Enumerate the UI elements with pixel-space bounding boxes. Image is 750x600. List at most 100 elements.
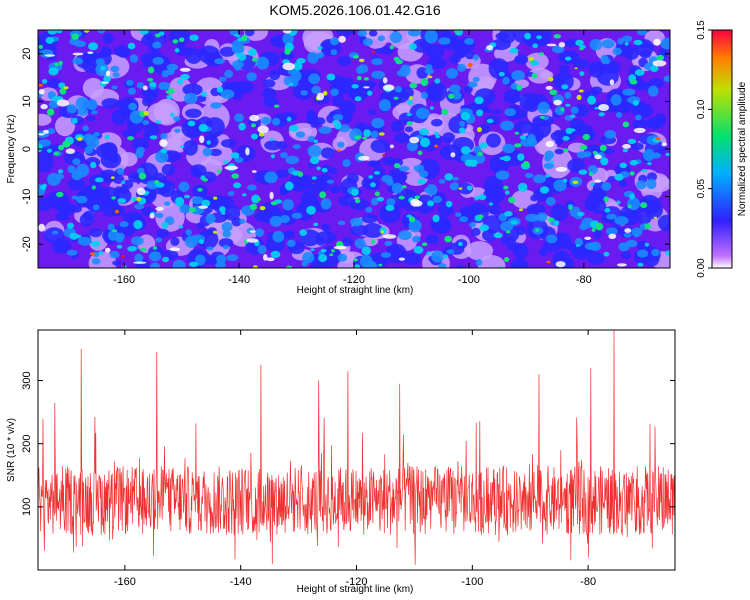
heatmap-cell [231,39,244,53]
heatmap-cell [316,166,322,171]
heatmap-cell [454,30,460,33]
heatmap-cell [176,79,184,85]
heatmap-cell [432,195,442,204]
heatmap-cells [38,30,670,268]
heatmap-cell [86,134,100,149]
heatmap-cell [493,232,503,239]
heatmap-cell [251,170,257,173]
colorbar-label: Normalized spectral amplitude [737,81,748,216]
y-tick-label: -10 [21,189,33,205]
heatmap-cell [569,128,576,132]
heatmap-cell [488,58,509,79]
heatmap-cell [332,114,344,121]
heatmap-cell [76,163,90,178]
heatmap-cell [520,138,534,147]
heatmap-cell [594,107,599,110]
heatmap-cell [482,229,498,242]
heatmap-cell [627,138,637,144]
heatmap-cell [185,229,192,236]
heatmap-cell [601,182,612,191]
heatmap-cell [341,236,353,247]
heatmap-cell [249,114,260,122]
heatmap-cell [467,62,473,68]
heatmap-cell [622,121,630,128]
heatmap-cell [320,248,327,253]
heatmap-cell [578,169,588,175]
heatmap-cell [398,195,405,200]
heatmap-cell [179,67,191,72]
heatmap-cell [224,165,239,170]
heatmap-cell [138,172,147,180]
heatmap-cell [573,58,590,69]
heatmap-cell [312,182,315,185]
heatmap-cell [136,187,146,196]
heatmap-cell [41,79,48,84]
heatmap-cell [91,240,101,247]
heatmap-cell [114,209,119,214]
heatmap-cell [155,237,163,243]
heatmap-cell [169,247,181,252]
heatmap-cell [382,234,397,239]
heatmap-cell [610,94,622,106]
heatmap-cell [563,148,569,153]
heatmap-cell [377,35,386,42]
heatmap-cell [355,198,361,204]
heatmap-cell [274,169,289,179]
heatmap-cell [46,108,55,116]
heatmap-cell [544,156,551,162]
heatmap-cell [172,39,179,44]
heatmap-cell [458,241,463,247]
heatmap-cell [109,250,120,259]
heatmap-cell [554,148,565,155]
heatmap-cell [161,221,169,229]
heatmap-cell [504,211,513,217]
heatmap-cell [40,104,48,110]
heatmap-cell [504,190,510,195]
heatmap-cell [650,65,659,73]
heatmap-cell [645,117,665,130]
heatmap-cell [636,180,647,190]
heatmap-x-ticks: -160 -140 -120 -100 -80 [113,30,592,286]
heatmap-cell [178,181,190,193]
heatmap-cell [397,173,408,182]
heatmap-cell [173,116,181,122]
heatmap-cell [224,69,234,79]
heatmap-cell [460,146,471,155]
heatmap-cell [255,228,264,237]
heatmap-cell [261,116,272,125]
heatmap-cell [257,125,269,134]
heatmap-cell [371,117,385,129]
heatmap-cell [500,120,514,131]
heatmap-cell [514,131,520,135]
heatmap-cell [307,175,330,194]
heatmap-cell [272,206,281,214]
heatmap-cell [633,127,646,134]
heatmap-cell [150,262,161,268]
heatmap-cell [584,236,592,240]
heatmap-cell [425,64,433,70]
heatmap-cell [417,150,423,156]
heatmap-cell [286,116,292,122]
heatmap-cell [269,137,274,142]
heatmap-cell [438,37,451,45]
heatmap-cell [54,62,59,67]
heatmap-cell [212,230,218,234]
heatmap-cell [488,202,494,206]
heatmap-cell [374,48,384,54]
heatmap-cell [206,246,214,251]
heatmap-cell [465,51,476,60]
heatmap-cell [201,91,207,97]
heatmap-cell [59,87,67,95]
heatmap-cell [589,38,603,51]
heatmap-cell [98,250,104,256]
heatmap-cell [363,77,369,81]
heatmap-cell [564,39,578,48]
heatmap-cell [58,144,65,151]
heatmap-cell [214,58,226,65]
heatmap-cell [589,187,607,203]
heatmap-cell [38,143,43,153]
heatmap-cell [58,82,66,89]
heatmap-cell [385,204,395,212]
heatmap-cell [175,45,188,57]
